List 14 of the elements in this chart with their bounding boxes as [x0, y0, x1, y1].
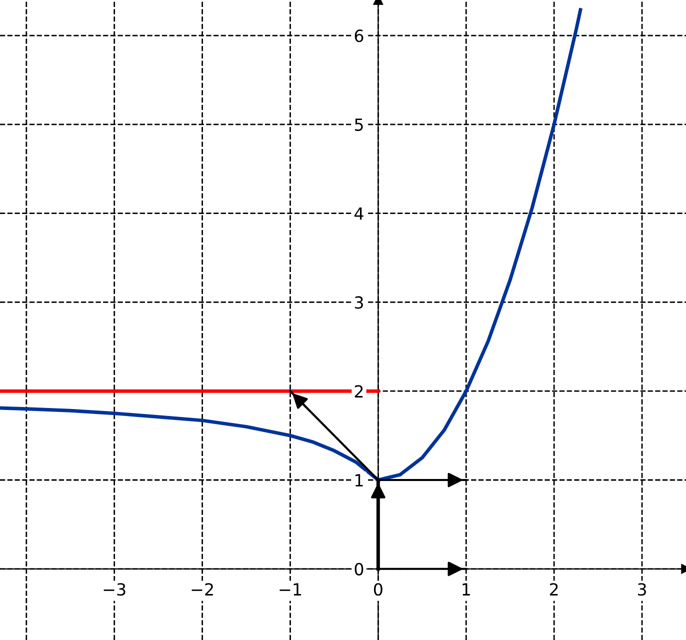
x-tick-label: 2 — [550, 583, 558, 596]
y-tick-label: 2 — [354, 385, 363, 398]
x-tick-label: 1 — [462, 583, 470, 596]
x-tick-label: 0 — [374, 583, 382, 596]
x-tick-label: −2 — [192, 583, 213, 596]
y-tick-label: 6 — [354, 30, 364, 42]
y-tick-label: 1 — [356, 474, 363, 486]
x-tick-label: −1 — [280, 583, 301, 596]
y-tick-label: 3 — [354, 296, 363, 309]
x-tick-label: −3 — [104, 583, 126, 596]
y-tick-label: 0 — [354, 562, 364, 576]
y-tick-label: 4 — [354, 208, 364, 220]
y-tick-label: 5 — [354, 118, 363, 132]
x-tick-label: 3 — [638, 583, 646, 596]
